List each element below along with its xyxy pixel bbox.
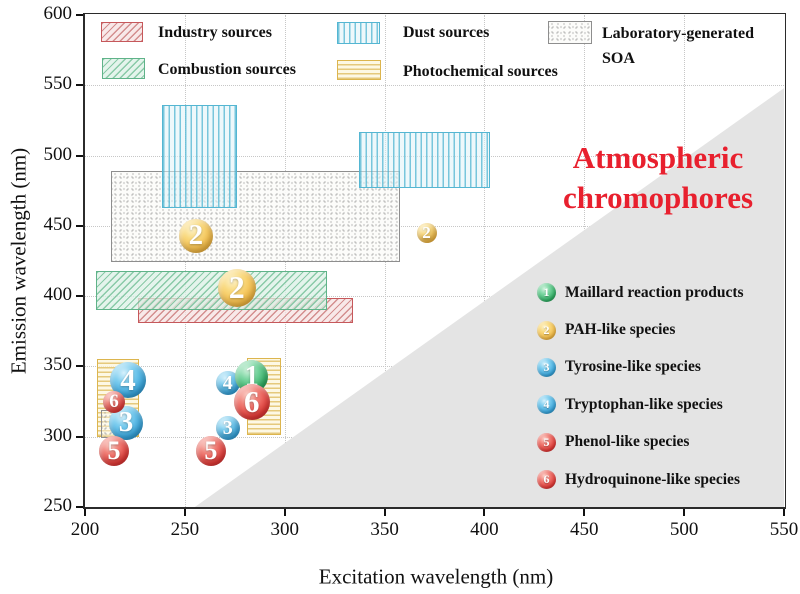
region-combustion [95, 270, 327, 311]
bubble-hydroquinone-right: 6 [233, 383, 270, 420]
bubble-phenol-left: 5 [98, 435, 129, 466]
bubble-tyrosine-left: 3 [108, 405, 143, 440]
gridline-y-550 [85, 85, 784, 87]
x-tick-label-400: 400 [470, 519, 499, 540]
gridline-x-400 [484, 15, 486, 507]
bubble-tyrosine-right: 3 [215, 416, 240, 441]
x-tick-label-200: 200 [70, 519, 100, 540]
soa-swatch-icon [548, 21, 592, 44]
legend-species-item-3: 3 Tyrosine-like species [537, 349, 744, 386]
species-4-label: Tryptophan-like species [565, 395, 723, 413]
y-tick-350 [76, 365, 83, 368]
x-tick-label-250: 250 [170, 519, 200, 540]
y-tick-label-400: 400 [43, 284, 73, 306]
x-tick-400 [483, 509, 486, 516]
bubble-pah-small-right: 2 [416, 222, 437, 243]
legend-label-soa-line1: Laboratory-generated [602, 25, 754, 42]
y-tick-250 [76, 506, 83, 508]
legend-species-item-6: 6 Hydroquinone-like species [537, 461, 744, 498]
industry-swatch-icon [101, 22, 143, 42]
bubble-hydroquinone-left: 6 [102, 390, 125, 413]
legend-species-item-4: 4 Tryptophan-like species [537, 386, 744, 423]
y-tick-label-450: 450 [43, 213, 73, 235]
y-tick-600 [76, 14, 83, 16]
x-tick-label-300: 300 [270, 519, 299, 540]
bubble-pah-on-soa: 2 [178, 218, 213, 253]
x-tick-200 [84, 509, 86, 516]
y-tick-label-350: 350 [43, 354, 73, 376]
y-tick-450 [76, 224, 83, 227]
species-5-circle-icon: 5 [537, 432, 556, 452]
species-2-label: PAH-like species [565, 321, 676, 339]
x-tick-label-500: 500 [669, 519, 699, 540]
combustion-swatch-icon [102, 58, 145, 79]
legend-label-combustion: Combustion sources [158, 61, 296, 78]
y-tick-500 [76, 154, 83, 157]
y-axis-title: Emission wavelength (nm) [6, 147, 31, 375]
region-dust-a [161, 104, 237, 208]
species-1-label: Maillard reaction products [565, 283, 744, 301]
legend-label-industry: Industry sources [158, 24, 272, 41]
x-tick-450 [583, 509, 586, 516]
annotation-line2: chromophores [562, 180, 754, 215]
species-1-circle-icon: 1 [537, 283, 556, 303]
y-tick-300 [76, 435, 83, 438]
y-tick-label-550: 550 [43, 73, 73, 95]
x-tick-250 [183, 509, 186, 516]
dust-swatch-icon [337, 22, 380, 44]
x-tick-label-450: 450 [570, 519, 599, 540]
species-6-circle-icon: 6 [537, 470, 556, 490]
y-tick-label-250: 250 [43, 495, 73, 516]
y-tick-400 [76, 295, 83, 298]
x-tick-label-350: 350 [370, 519, 399, 540]
masked-triangle [194, 88, 785, 508]
species-2-circle-icon: 2 [537, 320, 556, 340]
y-tick-550 [76, 84, 83, 87]
x-tick-350 [383, 509, 386, 516]
species-4-circle-icon: 4 [537, 395, 556, 415]
annotation-line1: Atmospheric [572, 140, 744, 175]
x-tick-300 [283, 509, 286, 516]
bubble-pah-on-combustion: 2 [217, 268, 256, 307]
x-tick-label-550: 550 [769, 519, 799, 540]
x-tick-550 [783, 509, 785, 516]
species-6-label: Hydroquinone-like species [565, 470, 740, 488]
region-dust-b [358, 131, 491, 188]
gridline-y-400 [85, 296, 784, 298]
bubble-phenol-right: 5 [195, 435, 226, 466]
annotation-atmospheric-chromophores: Atmospheric chromophores [563, 138, 753, 218]
x-axis-title: Excitation wavelength (nm) [318, 564, 554, 589]
legend-species-item-1: 1 Maillard reaction products [537, 274, 744, 311]
legend-label-photochemical: Photochemical sources [403, 63, 558, 80]
legend-species-item-5: 5 Phenol-like species [537, 424, 744, 461]
legend-label-dust: Dust sources [403, 24, 490, 41]
species-5-label: Phenol-like species [565, 433, 690, 451]
x-tick-500 [683, 509, 686, 516]
y-tick-label-500: 500 [43, 143, 73, 165]
species-3-circle-icon: 3 [537, 357, 556, 377]
y-tick-label-600: 600 [43, 3, 73, 24]
y-tick-label-300: 300 [43, 424, 73, 446]
region-soa-large [110, 171, 400, 263]
legend-species: 1 Maillard reaction products 2 PAH-like spe… [537, 274, 744, 498]
legend-label-soa-line2: SOA [602, 50, 635, 67]
species-3-label: Tyrosine-like species [565, 358, 701, 376]
legend-species-item-2: 2 PAH-like species [537, 311, 744, 348]
photochemical-swatch-icon [337, 60, 381, 80]
